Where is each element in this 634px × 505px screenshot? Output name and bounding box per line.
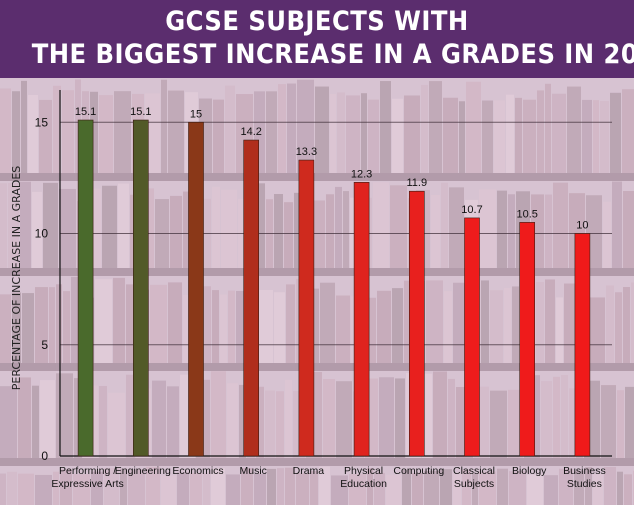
y-tick-label: 10	[35, 227, 49, 241]
y-tick-label: 15	[35, 115, 49, 129]
x-tick-label: Business	[563, 465, 606, 477]
x-tick-label: Computing	[393, 465, 444, 477]
bar-value-label: 11.9	[407, 177, 428, 189]
bar	[464, 217, 480, 457]
bar	[298, 159, 315, 457]
x-tick-label: Biology	[512, 465, 547, 477]
bar	[133, 119, 149, 457]
x-tick-label: Education	[340, 478, 387, 490]
y-tick-label: 0	[41, 449, 48, 463]
x-tick-label: Performing /	[59, 465, 116, 477]
bar-value-label: 13.3	[296, 146, 317, 158]
x-tick-label: Studies	[567, 478, 602, 490]
x-tick-label: Economics	[172, 465, 223, 477]
bar-value-label: 10.7	[461, 204, 482, 216]
bar	[243, 139, 259, 457]
bar-value-label: 14.2	[240, 126, 261, 138]
x-tick-label: Drama	[293, 465, 325, 477]
bar	[353, 182, 370, 457]
bar-value-label: 15.1	[130, 106, 151, 118]
y-tick-label: 5	[41, 338, 48, 352]
x-tick-label: Physical	[344, 465, 383, 477]
x-tick-label: Subjects	[454, 478, 494, 490]
bar-value-label: 10	[576, 220, 588, 232]
x-tick-label: Expressive Arts	[51, 478, 123, 490]
bar	[519, 222, 536, 457]
chart-title-line-2: THE BIGGEST INCREASE IN A GRADES IN 2020	[31, 39, 634, 70]
bar	[188, 121, 204, 457]
x-tick-label: Music	[239, 465, 266, 477]
title-banner: GCSE SUBJECTS WITH THE BIGGEST INCREASE …	[0, 0, 634, 78]
chart-title-line-1: GCSE SUBJECTS WITH	[165, 6, 469, 37]
bar	[77, 119, 94, 457]
bar-value-label: 10.5	[516, 208, 537, 220]
bar-value-label: 12.3	[351, 168, 372, 180]
bar	[574, 233, 591, 457]
bar	[408, 190, 425, 457]
x-tick-label: Engineering	[115, 465, 171, 477]
bar-value-label: 15.1	[75, 106, 96, 118]
x-tick-label: Classical	[453, 465, 495, 477]
bar-value-label: 15	[190, 108, 202, 120]
